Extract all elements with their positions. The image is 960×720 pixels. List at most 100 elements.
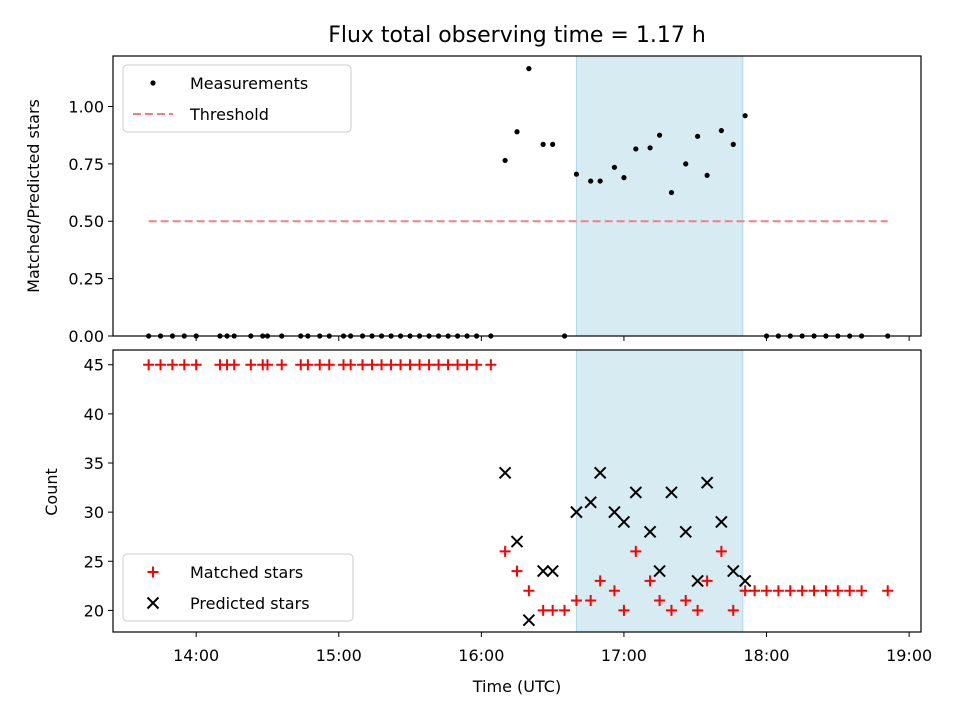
matched-star-marker — [461, 359, 473, 371]
matched-star-marker — [739, 585, 751, 597]
measurement-point — [540, 141, 546, 147]
legend-swatch — [150, 80, 156, 86]
matched-star-marker — [784, 585, 796, 597]
measurement-point — [588, 178, 594, 184]
measurement-point — [573, 171, 580, 177]
matched-star-marker — [485, 359, 497, 371]
legend-label: Predicted stars — [190, 594, 310, 613]
predicted-star-marker — [617, 515, 631, 529]
predicted-star-marker — [608, 505, 621, 519]
matched-star-marker — [570, 595, 582, 607]
matched-star-marker — [618, 604, 630, 616]
lower-y-axis-label: Count — [42, 468, 61, 516]
axes-frame — [112, 55, 922, 337]
matched-star-marker — [345, 359, 357, 371]
predicted-star-marker — [584, 496, 597, 509]
measurement-point — [597, 178, 603, 184]
predicted-star-marker — [593, 466, 607, 480]
y-tick-label: 35 — [84, 454, 104, 473]
matched-star-marker — [832, 585, 844, 597]
y-tick-label: 40 — [84, 405, 104, 424]
matched-star-marker — [471, 359, 483, 371]
matched-star-marker — [155, 359, 167, 371]
x-tick-label: 14:00 — [173, 646, 219, 665]
predicted-star-marker — [522, 614, 536, 627]
predicted-star-marker — [546, 564, 559, 578]
matched-star-marker — [302, 359, 314, 371]
matched-star-marker — [844, 585, 856, 597]
measurement-point — [742, 113, 748, 119]
matched-star-marker — [276, 359, 288, 371]
matched-star-marker — [585, 595, 597, 607]
x-tick-label: 15:00 — [316, 646, 362, 665]
matched-star-marker — [608, 585, 620, 597]
matched-star-marker — [414, 359, 426, 371]
measurement-point — [668, 189, 675, 196]
measurement-point — [550, 141, 556, 147]
predicted-star-marker — [536, 564, 550, 578]
matched-star-marker — [261, 359, 273, 371]
x-axis-label: Time (UTC) — [472, 677, 561, 696]
matched-star-marker — [856, 585, 868, 597]
measurement-point — [502, 157, 508, 164]
matched-star-marker — [366, 359, 378, 371]
predicted-star-marker — [727, 564, 740, 578]
y-tick-label: 45 — [84, 356, 104, 375]
matched-star-marker — [665, 604, 677, 616]
matched-star-marker — [323, 359, 335, 371]
matched-star-marker — [245, 359, 257, 371]
matched-star-marker — [820, 585, 832, 597]
x-tick-label: 18:00 — [743, 646, 789, 665]
y-tick-label: 0.75 — [68, 155, 104, 174]
matched-star-marker — [385, 359, 397, 371]
matched-star-marker — [882, 585, 894, 597]
matched-star-marker — [452, 359, 464, 371]
axes-frame — [112, 349, 922, 633]
matched-star-marker — [537, 604, 549, 616]
y-tick-label: 1.00 — [68, 97, 104, 116]
legend-swatch — [146, 596, 160, 610]
legend-label: Threshold — [189, 105, 269, 124]
legend: Matched stars Predicted stars — [122, 553, 354, 622]
predicted-star-marker — [738, 574, 752, 588]
matched-star-marker — [433, 359, 445, 371]
measurement-point — [704, 172, 710, 178]
matched-star-marker — [701, 575, 713, 587]
y-tick-label: 20 — [84, 601, 104, 620]
matched-star-marker — [442, 359, 454, 371]
matched-star-marker — [314, 359, 326, 371]
predicted-star-marker — [498, 466, 512, 480]
matched-star-marker — [511, 565, 523, 577]
matched-star-marker — [166, 359, 178, 371]
legend-label: Matched stars — [190, 563, 303, 582]
matched-star-marker — [727, 604, 739, 616]
chart-title: Flux total observing time = 1.17 h — [328, 23, 706, 48]
predicted-star-marker — [715, 515, 728, 529]
observing-window-shade — [576, 350, 743, 632]
matched-star-marker — [376, 359, 388, 371]
matched-star-marker — [692, 604, 704, 616]
x-tick-label: 16:00 — [458, 646, 504, 665]
matched-star-marker — [357, 359, 369, 371]
x-tick-label: 17:00 — [601, 646, 647, 665]
predicted-star-marker — [643, 525, 657, 538]
predicted-star-marker — [679, 525, 692, 538]
measurement-point — [718, 127, 724, 134]
matched-star-marker — [523, 585, 535, 597]
measurement-point — [621, 175, 627, 181]
measurement-point — [695, 133, 701, 139]
legend-label: Measurements — [190, 74, 308, 93]
matched-star-marker — [749, 585, 761, 597]
predicted-star-marker — [665, 486, 678, 499]
matched-star-marker — [680, 595, 692, 607]
predicted-star-marker — [510, 535, 524, 548]
matched-star-marker — [499, 545, 511, 557]
matched-star-marker — [547, 604, 559, 616]
upper-y-axis-label: Matched/Predicted stars — [24, 99, 43, 293]
predicted-star-marker — [700, 476, 714, 489]
measurement-point — [514, 129, 520, 135]
matched-star-marker — [796, 585, 808, 597]
matched-star-marker — [654, 595, 666, 607]
legend-box — [122, 553, 354, 622]
